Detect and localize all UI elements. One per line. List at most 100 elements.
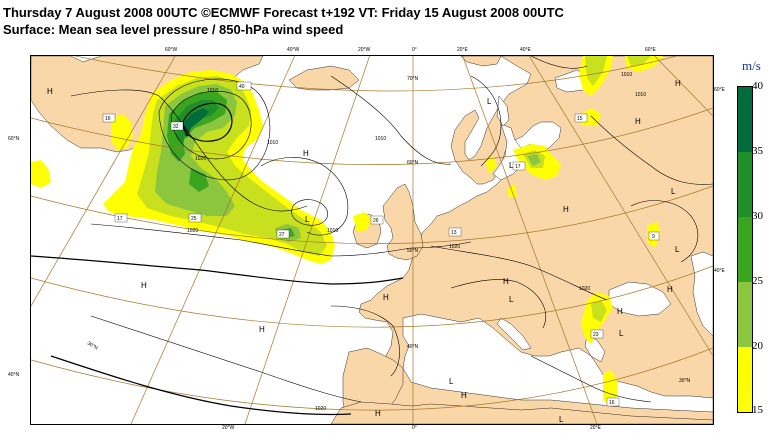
wind-max-box: 32 bbox=[170, 121, 184, 131]
pressure-centres: H H H H H H H H H H H H H L L L L L L L bbox=[47, 79, 681, 424]
wind-max-box: 13 bbox=[448, 227, 462, 237]
low-marker: L bbox=[559, 415, 564, 424]
isobar-low-ring2 bbox=[170, 90, 252, 160]
isobar-label: 1020 bbox=[579, 286, 590, 292]
parallel-60n bbox=[31, 107, 713, 165]
wind-max-value: 27 bbox=[279, 232, 285, 238]
low-marker: L bbox=[509, 161, 514, 170]
lon-label-bottom-0: 0° bbox=[412, 425, 417, 431]
lat-label-60n: 60°N bbox=[407, 160, 419, 166]
legend-tick-35: 35 bbox=[752, 145, 763, 157]
wind-band-15-d bbox=[353, 212, 371, 232]
wind-max-value: 16 bbox=[105, 116, 111, 122]
isobar-low-ring3 bbox=[158, 78, 271, 181]
low-marker: L bbox=[487, 97, 492, 106]
low-marker: L bbox=[675, 245, 680, 254]
wind-max-value: 17 bbox=[117, 216, 123, 222]
low-marker: L bbox=[509, 295, 514, 304]
parallel-30n bbox=[31, 347, 713, 411]
meridian-20e bbox=[462, 56, 598, 424]
wind-band-20-b bbox=[585, 56, 607, 86]
high-marker: H bbox=[259, 325, 265, 334]
wind-max-value: 9 bbox=[652, 234, 655, 240]
high-marker: H bbox=[675, 79, 681, 88]
wind-max-box: 27 bbox=[276, 229, 290, 239]
lon-label-bottom-20w: 20°W bbox=[222, 425, 235, 431]
adriatic bbox=[496, 317, 532, 351]
title-line-1: Thursday 7 August 2008 00UTC ©ECMWF Fore… bbox=[3, 5, 564, 20]
parallel-70n bbox=[74, 56, 679, 92]
wind-max-value: 13 bbox=[451, 230, 457, 236]
lat-label-left-60n: 60°N bbox=[8, 136, 20, 142]
meridian-40w bbox=[130, 56, 295, 424]
high-marker: H bbox=[617, 307, 623, 316]
meridian-20w bbox=[244, 56, 370, 424]
high-marker: H bbox=[303, 149, 309, 158]
low-marker: L bbox=[671, 187, 676, 196]
high-marker: H bbox=[503, 277, 509, 286]
meridian-60e bbox=[654, 56, 713, 117]
isobar-1010-west bbox=[70, 89, 308, 212]
gulf-of-bothnia bbox=[496, 95, 510, 127]
wind-max-value: 16 bbox=[609, 400, 615, 406]
lon-label-20w: 20°W bbox=[358, 47, 371, 53]
wind-max-box: 26 bbox=[370, 215, 384, 225]
high-marker: H bbox=[635, 117, 641, 126]
mediterranean bbox=[402, 313, 713, 413]
wind-band-15-k bbox=[603, 370, 617, 406]
wind-max-value: 40 bbox=[239, 84, 245, 90]
lat-label-right-60e: 60°E bbox=[714, 87, 725, 93]
wind-shading bbox=[31, 56, 663, 406]
low-marker: L bbox=[305, 215, 310, 224]
isobar-1010-mid bbox=[260, 157, 349, 236]
meridian-40e bbox=[528, 56, 713, 357]
lat-label-left-40n: 40°N bbox=[8, 372, 20, 378]
isobar-1020-curve bbox=[90, 223, 472, 257]
isobar-north-sea bbox=[330, 75, 452, 165]
wind-max-box: 17 bbox=[114, 213, 128, 223]
low-marker: L bbox=[449, 377, 454, 386]
isobar-label: 1020 bbox=[195, 156, 206, 162]
land-areas bbox=[31, 56, 713, 424]
isobar-europe-2 bbox=[450, 279, 547, 329]
chart-title: Thursday 7 August 2008 00UTC ©ECMWF Fore… bbox=[3, 4, 564, 38]
north-africa bbox=[330, 401, 713, 424]
isobar-1020-lower bbox=[31, 255, 404, 285]
legend-band-20-25 bbox=[738, 282, 752, 347]
isobar-low-core bbox=[182, 102, 233, 142]
black-sea bbox=[608, 281, 672, 317]
legend-tick-25: 25 bbox=[752, 275, 763, 287]
lon-label-0: 0° bbox=[412, 47, 417, 53]
isobar-subtropic-2 bbox=[90, 315, 362, 403]
title-line-2: Surface: Mean sea level pressure / 850-h… bbox=[3, 22, 344, 37]
isobar-label: 1010 bbox=[635, 92, 646, 98]
svalbard bbox=[460, 56, 502, 67]
wind-band-20-c bbox=[627, 56, 651, 66]
map-panel: 70°N 60°N 50°N 40°N 30°N 30°N 1010 1010 … bbox=[30, 55, 714, 425]
lat-label-70n: 70°N bbox=[407, 76, 419, 82]
isobar-label: 1010 bbox=[327, 228, 338, 234]
high-marker: H bbox=[375, 409, 381, 418]
caspian-sea bbox=[690, 251, 713, 337]
lat-label-40n: 40°N bbox=[407, 344, 419, 350]
isobar-med bbox=[530, 355, 652, 403]
wind-band-15-b bbox=[31, 160, 51, 188]
high-marker: H bbox=[667, 285, 673, 294]
iceland bbox=[288, 65, 360, 91]
high-marker: H bbox=[383, 293, 389, 302]
wind-max-box: 16 bbox=[606, 397, 620, 407]
wind-max-value: 23 bbox=[593, 332, 599, 338]
lon-label-60w: 60°W bbox=[165, 47, 178, 53]
wind-max-box: 15 bbox=[574, 113, 588, 123]
wind-band-15-h bbox=[485, 156, 497, 174]
legend-tick-40: 40 bbox=[752, 80, 763, 92]
lon-label-60e: 60°E bbox=[645, 47, 656, 53]
wind-max-box: 25 bbox=[188, 213, 202, 223]
isobar-low-arctic bbox=[530, 56, 588, 69]
wind-maxima: 40 16 32 17 25 27 26 13 15 17 9 23 16 bbox=[102, 81, 660, 407]
wind-max-value: 26 bbox=[373, 218, 379, 224]
isobar-scandinavia bbox=[470, 75, 502, 167]
high-marker: H bbox=[563, 205, 569, 214]
wind-band-20-e bbox=[591, 300, 607, 322]
isobar-subtropic bbox=[50, 355, 352, 416]
